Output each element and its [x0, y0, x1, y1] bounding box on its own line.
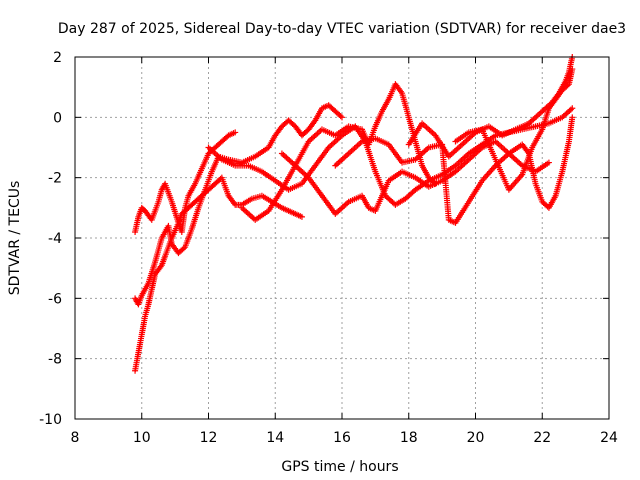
data-point-marker — [569, 66, 576, 73]
data-point-marker — [569, 114, 576, 121]
series-arc-h — [405, 54, 576, 160]
y-tick-label: -2 — [48, 171, 62, 187]
y-tick-label: -10 — [39, 412, 62, 428]
x-tick-label: 18 — [400, 430, 418, 446]
x-tick-label: 16 — [333, 430, 351, 446]
data-points — [132, 54, 576, 374]
data-point-marker — [224, 133, 231, 140]
data-point-marker — [180, 245, 187, 252]
data-point-marker — [232, 129, 239, 136]
y-tick-label: -4 — [48, 231, 62, 247]
data-point-marker — [337, 113, 344, 120]
series-arc-d — [205, 105, 576, 208]
data-point-marker — [298, 213, 305, 220]
x-axis-label: GPS time / hours — [281, 459, 398, 475]
x-tick-label: 12 — [200, 430, 218, 446]
x-tick-label: 10 — [133, 430, 151, 446]
grid-lines — [75, 57, 609, 419]
x-tick-label: 22 — [533, 430, 551, 446]
data-point-marker — [569, 105, 576, 112]
y-tick-label: -6 — [48, 291, 62, 307]
series-arc-b — [132, 129, 239, 235]
y-tick-label: 2 — [53, 50, 62, 66]
data-point-marker — [564, 82, 571, 89]
x-tick-label: 24 — [600, 430, 618, 446]
series-arc-i — [452, 66, 576, 193]
chart-title: Day 287 of 2025, Sidereal Day-to-day VTE… — [58, 21, 626, 37]
data-point-marker — [545, 159, 552, 166]
x-tick-label: 14 — [266, 430, 284, 446]
axis-ticks: 8 10 12 14 16 18 20 22 24 -10 -8 -6 -4 -2 0 2 — [39, 50, 618, 446]
series-arc-c — [132, 102, 345, 308]
y-tick-label: 0 — [53, 110, 62, 126]
data-point-marker — [339, 114, 345, 121]
y-tick-label: -8 — [48, 352, 62, 368]
x-tick-label: 8 — [71, 430, 80, 446]
y-axis-label: SDTVAR / TECUs — [7, 181, 23, 296]
x-tick-label: 20 — [467, 430, 485, 446]
